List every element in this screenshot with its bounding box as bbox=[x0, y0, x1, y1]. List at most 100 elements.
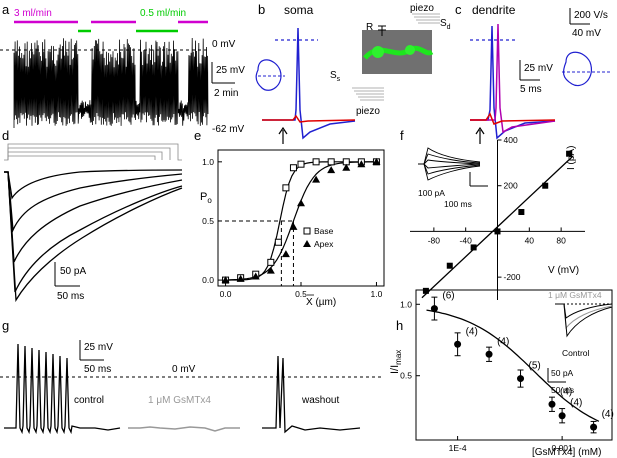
panel-g-washout-spikes bbox=[262, 355, 361, 434]
panel-c-phase-plot bbox=[562, 51, 592, 87]
panel-h-n-label: (4) bbox=[560, 386, 572, 397]
panel-f-label: f bbox=[400, 128, 404, 143]
panel-e: e Po X (µm) 0.0 0.5 1.0 0.0 0.5 1.0 Base Apex bbox=[194, 128, 385, 308]
panel-h-axes bbox=[415, 289, 613, 441]
panel-b-stim-arrow bbox=[278, 126, 288, 144]
panel-e-point-base bbox=[327, 158, 335, 166]
panel-e-ytick-label: 0.5 bbox=[202, 216, 214, 226]
panel-e-point-apex bbox=[221, 276, 230, 284]
panel-h-xlabel: [GsMTx4] (mM) bbox=[532, 447, 601, 458]
scale-a-t-label: 2 min bbox=[214, 88, 238, 99]
panel-f-xtick-label: -40 bbox=[460, 235, 473, 245]
panel-h-xtick-label: 1E-4 bbox=[449, 443, 467, 453]
scale-g-t-label: 50 ms bbox=[84, 364, 111, 375]
panel-f: f 400 200 -200 -80 -40 40 80 I (pA) V (mV) 100… bbox=[400, 128, 585, 300]
panel-h-point bbox=[590, 423, 598, 431]
panel-a-spikes bbox=[13, 37, 209, 128]
panel-e-point-apex bbox=[251, 272, 260, 280]
panel-e-point-base bbox=[267, 258, 275, 266]
panel-e-point-base bbox=[274, 238, 282, 246]
panel-e-point-base bbox=[282, 184, 290, 192]
panel-c-voltage-trace-2 bbox=[470, 23, 556, 134]
panel-h-n-label: (4) bbox=[497, 336, 509, 347]
panel-e-point-apex bbox=[342, 163, 351, 171]
scale-f-t-label: 100 ms bbox=[444, 199, 472, 209]
panel-e-point-apex bbox=[266, 266, 275, 274]
panel-h-inset-ctrl-label: Control bbox=[562, 348, 590, 358]
panel-e-point-base bbox=[289, 164, 297, 172]
panel-h-xtick-label: 0.001 bbox=[551, 443, 573, 453]
panel-h-chart: (6)(4)(4)(5)(4)(4)(4) bbox=[426, 291, 614, 434]
panel-f-ylabel: I (pA) bbox=[566, 146, 577, 170]
panel-f-point bbox=[566, 150, 573, 157]
panel-c-title: dendrite bbox=[472, 3, 516, 17]
scale-g-v-label: 25 mV bbox=[84, 342, 113, 353]
panel-h-point bbox=[454, 340, 462, 348]
panel-h-ytick-label: 0.5 bbox=[400, 371, 412, 381]
panel-g-control-spikes bbox=[4, 343, 121, 435]
panel-a-label: a bbox=[2, 2, 10, 17]
panel-f-xtick-label: -80 bbox=[428, 235, 441, 245]
panel-h-n-label: (4) bbox=[570, 398, 582, 409]
panel-f-xtick-label: 40 bbox=[525, 235, 535, 245]
panel-d-stimulus bbox=[4, 143, 182, 161]
panel-h-inset-gs-label: 1 μM GsMTx4 bbox=[548, 290, 602, 300]
panel-e-ytick-label: 0.0 bbox=[202, 275, 214, 285]
scale-f-i-label: 100 pA bbox=[418, 188, 445, 198]
panel-h-ytick-label: 1.0 bbox=[400, 299, 412, 309]
panel-g-gsmtx4-label: 1 μM GsMTx4 bbox=[148, 395, 211, 406]
panel-g-gsmtx4-trace bbox=[128, 426, 240, 432]
panel-g-washout-trace bbox=[262, 355, 361, 434]
panel-g-zero-label: 0 mV bbox=[172, 364, 196, 375]
panel-b-title: soma bbox=[284, 3, 314, 17]
panel-h-n-label: (6) bbox=[442, 291, 454, 302]
panel-e-ylabel-sub: o bbox=[207, 196, 212, 205]
panel-f-point bbox=[446, 262, 453, 269]
panel-f-point bbox=[494, 228, 501, 235]
panel-g-washout-label: washout bbox=[301, 395, 339, 406]
scale-h-t-label: 50 ms bbox=[551, 385, 574, 395]
panel-e-point-apex bbox=[297, 199, 305, 207]
panel-f-ytick-label: 400 bbox=[504, 135, 518, 145]
panel-e-point-apex bbox=[312, 175, 321, 183]
flow-high-label: 3 ml/min bbox=[14, 8, 52, 19]
inset-r-label: R bbox=[366, 22, 373, 33]
scale-d-t-label: 50 ms bbox=[57, 291, 84, 302]
panel-e-xtick-label: 0.0 bbox=[220, 289, 232, 299]
panel-f-inset-traces bbox=[418, 147, 481, 181]
panel-e-point-apex bbox=[357, 160, 366, 168]
panel-a: a 3 ml/min 0.5 ml/min 0 mV -62 mV 25 mV … bbox=[0, 2, 245, 135]
neuron-soma bbox=[372, 46, 384, 58]
panel-h: h I/Imax [GsMTx4] (mM) 1.0 0.5 1E-4 0.001 (… bbox=[389, 289, 614, 458]
panel-e-chart bbox=[218, 157, 381, 286]
scale-c-t-label: 5 ms bbox=[520, 84, 542, 95]
panel-h-point bbox=[430, 305, 438, 313]
legend-base-label: Base bbox=[314, 226, 334, 236]
panel-f-ytick-label: -200 bbox=[504, 272, 521, 282]
scale-c-dvdt-label: 200 V/s bbox=[574, 10, 608, 21]
piezo-bottom-lines bbox=[352, 87, 384, 101]
panel-h-point bbox=[517, 375, 525, 383]
panel-b-current-trace bbox=[262, 114, 356, 123]
panel-h-inset-traces bbox=[555, 303, 613, 338]
panel-e-point-apex bbox=[236, 274, 245, 282]
panel-h-n-label: (4) bbox=[466, 326, 478, 337]
panel-e-xtick-label: 0.5 bbox=[295, 289, 307, 299]
panel-e-point-apex bbox=[372, 157, 381, 165]
panel-e-ytick-label: 1.0 bbox=[202, 157, 214, 167]
panel-c-current-trace bbox=[470, 112, 556, 125]
neuron-dendrite bbox=[405, 45, 415, 55]
panel-c: c dendrite 25 mV 5 ms 200 V/s 40 mV bbox=[455, 2, 612, 144]
panel-f-ytick-label: 200 bbox=[504, 181, 518, 191]
recording-electrode bbox=[378, 25, 386, 36]
panel-e-point-apex bbox=[289, 222, 298, 230]
panel-h-point bbox=[548, 400, 556, 408]
scale-c-dvdt-label-2: 40 mV bbox=[572, 28, 601, 39]
panel-f-xtick-label: 80 bbox=[556, 235, 566, 245]
inset-ss-sub: s bbox=[337, 76, 341, 83]
panel-e-point-base bbox=[312, 158, 320, 166]
cell-inset: R piezo piezo Sd Ss bbox=[330, 3, 451, 117]
inset-ss-main: S bbox=[330, 70, 337, 81]
panel-h-point bbox=[485, 350, 493, 358]
